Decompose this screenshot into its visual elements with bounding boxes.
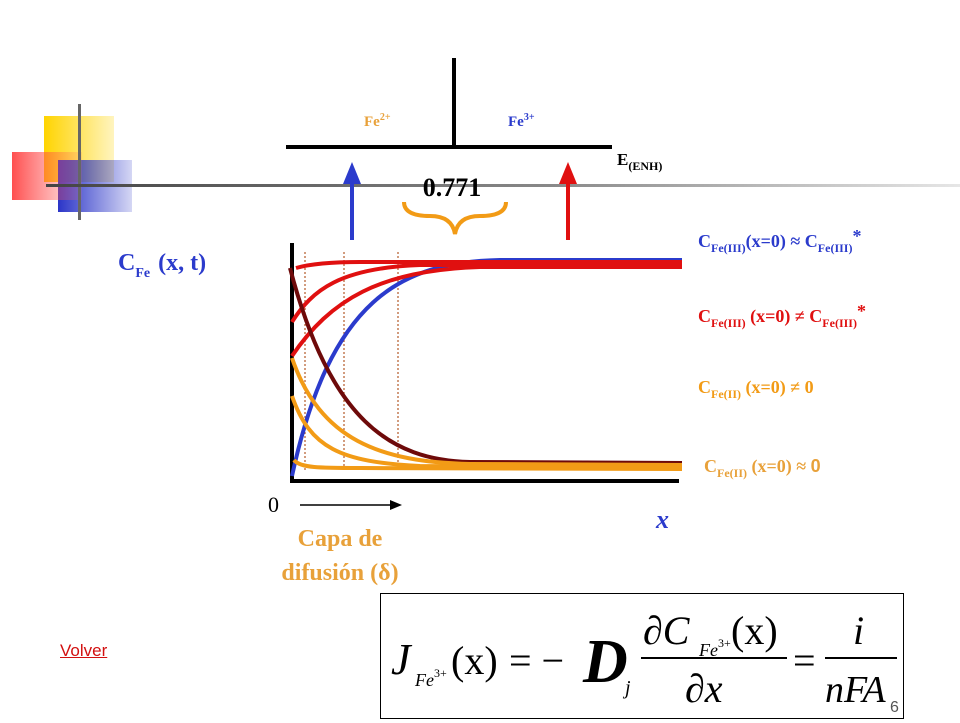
curve-fe2-darkred bbox=[288, 267, 683, 465]
x-axis-label: x bbox=[655, 505, 669, 534]
curve-fe2-orange-2 bbox=[290, 395, 683, 469]
fe2-label: Fe2+ bbox=[364, 112, 391, 130]
rhs-numerator: i bbox=[853, 608, 864, 653]
equals-sign: = bbox=[793, 638, 816, 683]
diffusion-coefficient: D bbox=[582, 628, 628, 696]
diffusion-layer-label-line2: difusión (δ) bbox=[281, 560, 398, 586]
curve-fe2-orange-3 bbox=[292, 458, 683, 471]
blue-arrow-head bbox=[343, 162, 361, 184]
curve-fe3-red-1 bbox=[295, 260, 682, 270]
numerator-partial: ∂C bbox=[643, 608, 691, 653]
diffusion-coefficient-subscript: j bbox=[622, 677, 631, 699]
diffusion-arrow-head bbox=[390, 500, 402, 510]
curve-label-fe3-approx: CFe(III)(x=0) ≈ CFe(III)* bbox=[698, 226, 861, 255]
page-number: 6 bbox=[890, 699, 899, 716]
denominator-partial: ∂x bbox=[685, 666, 723, 711]
curve-label-fe2-approx: CFe(II) (x=0) ≈ 0 bbox=[704, 456, 821, 480]
flux-subscript: Fe3+ bbox=[414, 666, 447, 690]
flux-symbol: J bbox=[391, 635, 413, 684]
potential-axis-label: E(ENH) bbox=[617, 150, 662, 173]
curve-label-fe3-neq: CFe(III) (x=0) ≠ CFe(III)* bbox=[698, 301, 866, 330]
red-arrow-head bbox=[559, 162, 577, 184]
logo-horizontal-rule bbox=[46, 184, 960, 187]
fe3-label: Fe3+ bbox=[508, 112, 535, 130]
logo-red-square bbox=[12, 152, 82, 200]
curve-label-fe2-neq: CFe(II) (x=0) ≠ 0 bbox=[698, 377, 814, 401]
equals-minus: = − bbox=[509, 638, 564, 683]
brace bbox=[402, 201, 508, 235]
logo-vertical-bar bbox=[78, 104, 81, 220]
y-axis-label: CFe (x, t) bbox=[118, 250, 206, 281]
potential-value: 0.771 bbox=[423, 173, 482, 202]
numerator-subscript: Fe3+ bbox=[698, 636, 731, 660]
curve-fe3-red-3 bbox=[290, 265, 682, 358]
flux-equation-box: J Fe3+ (x) = − D j ∂C Fe3+ (x) ∂x = i nF… bbox=[380, 593, 904, 719]
flux-equation: J Fe3+ (x) = − D j ∂C Fe3+ (x) ∂x = i nF… bbox=[391, 608, 897, 711]
diffusion-layer-label-line1: Capa de bbox=[298, 526, 383, 552]
rhs-denominator: nFA bbox=[825, 669, 886, 711]
curve-fe3-blue bbox=[290, 258, 682, 477]
curve-fe3-red-2 bbox=[290, 263, 682, 324]
origin-label: 0 bbox=[268, 492, 279, 517]
curve-fe2-orange-1 bbox=[290, 357, 683, 467]
volver-link[interactable]: Volver bbox=[60, 641, 108, 660]
numerator-argument: (x) bbox=[731, 608, 778, 653]
flux-argument: (x) bbox=[451, 638, 498, 683]
